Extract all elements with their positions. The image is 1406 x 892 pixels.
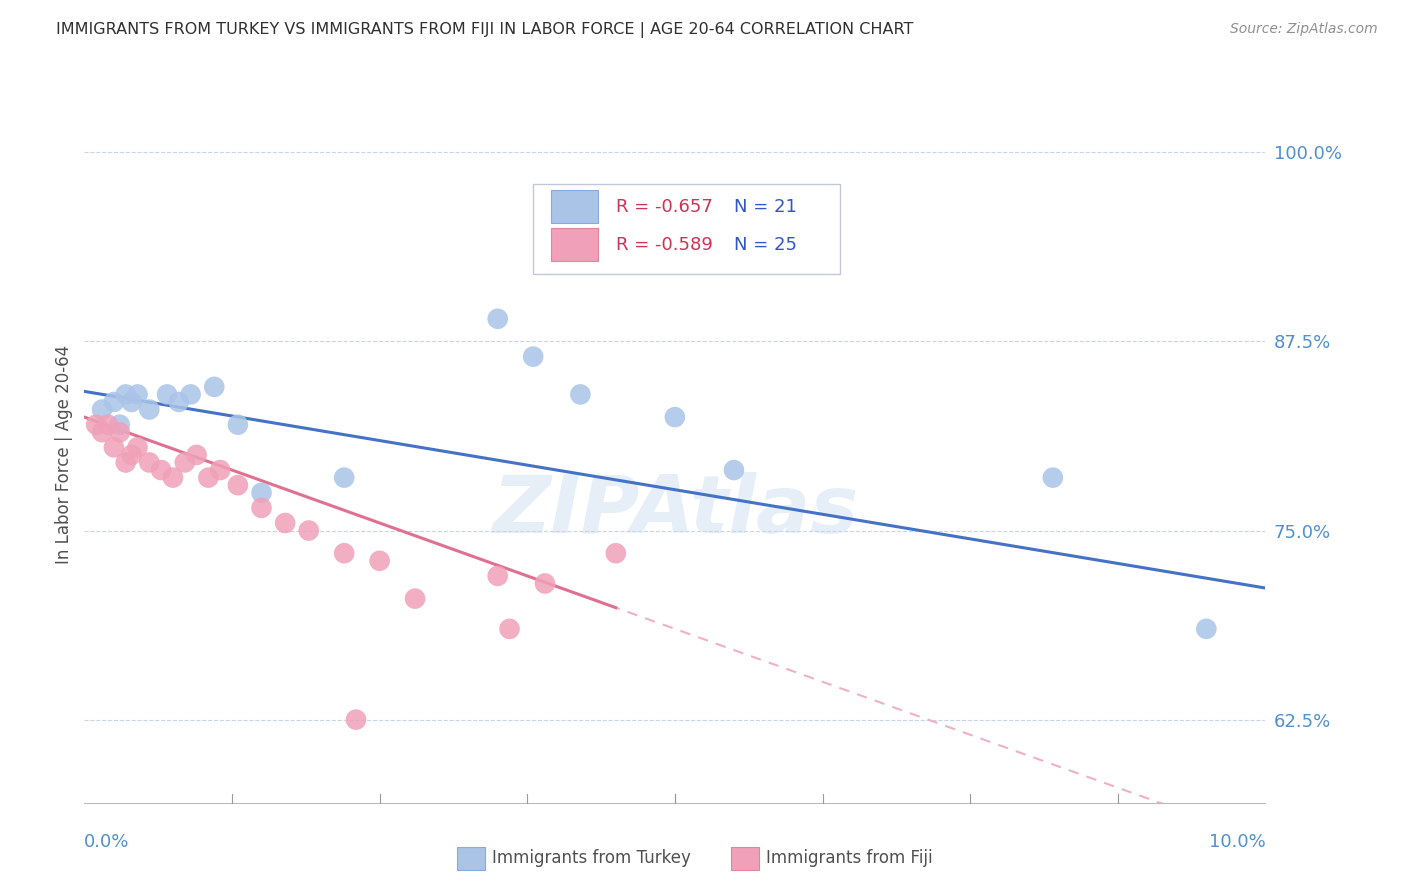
Point bbox=[486, 569, 509, 583]
Text: Source: ZipAtlas.com: Source: ZipAtlas.com bbox=[1230, 22, 1378, 37]
Point bbox=[127, 441, 149, 455]
Point bbox=[209, 463, 232, 477]
Point bbox=[486, 311, 509, 326]
Point bbox=[114, 455, 136, 469]
Point bbox=[344, 713, 367, 727]
Point bbox=[91, 402, 114, 417]
Point bbox=[368, 554, 391, 568]
Point bbox=[186, 448, 208, 462]
Point bbox=[121, 395, 143, 409]
Point bbox=[298, 524, 321, 538]
Point bbox=[226, 417, 249, 432]
Point bbox=[97, 417, 120, 432]
Point bbox=[498, 622, 520, 636]
Point bbox=[173, 455, 195, 469]
Text: Immigrants from Turkey: Immigrants from Turkey bbox=[492, 849, 690, 867]
Point bbox=[605, 546, 627, 560]
Point bbox=[84, 417, 107, 432]
Point bbox=[108, 425, 131, 440]
Text: ZIPAtlas: ZIPAtlas bbox=[492, 472, 858, 549]
Point bbox=[156, 387, 179, 401]
Point bbox=[333, 470, 356, 484]
Text: R = -0.657: R = -0.657 bbox=[616, 197, 713, 216]
Point bbox=[108, 417, 131, 432]
FancyBboxPatch shape bbox=[533, 184, 841, 274]
Point bbox=[127, 387, 149, 401]
Point bbox=[167, 395, 190, 409]
Point bbox=[333, 546, 356, 560]
Point bbox=[91, 425, 114, 440]
Text: Immigrants from Fiji: Immigrants from Fiji bbox=[766, 849, 934, 867]
Point bbox=[569, 387, 592, 401]
Point bbox=[150, 463, 173, 477]
Y-axis label: In Labor Force | Age 20-64: In Labor Force | Age 20-64 bbox=[55, 345, 73, 565]
Point bbox=[1195, 622, 1218, 636]
Point bbox=[250, 500, 273, 515]
Point bbox=[664, 410, 686, 425]
Text: N = 25: N = 25 bbox=[734, 235, 797, 254]
Text: 10.0%: 10.0% bbox=[1209, 833, 1265, 851]
Point bbox=[226, 478, 249, 492]
FancyBboxPatch shape bbox=[551, 228, 598, 261]
Point bbox=[162, 470, 184, 484]
Point bbox=[138, 402, 160, 417]
Point bbox=[534, 576, 557, 591]
Point bbox=[522, 350, 544, 364]
Point bbox=[202, 380, 225, 394]
Point bbox=[1042, 470, 1064, 484]
Point bbox=[103, 395, 125, 409]
Text: N = 21: N = 21 bbox=[734, 197, 797, 216]
Point bbox=[180, 387, 202, 401]
Point bbox=[138, 455, 160, 469]
Point bbox=[250, 485, 273, 500]
Point bbox=[103, 441, 125, 455]
FancyBboxPatch shape bbox=[551, 190, 598, 223]
Text: IMMIGRANTS FROM TURKEY VS IMMIGRANTS FROM FIJI IN LABOR FORCE | AGE 20-64 CORREL: IMMIGRANTS FROM TURKEY VS IMMIGRANTS FRO… bbox=[56, 22, 914, 38]
Point bbox=[121, 448, 143, 462]
Text: 0.0%: 0.0% bbox=[84, 833, 129, 851]
Point bbox=[723, 463, 745, 477]
Text: R = -0.589: R = -0.589 bbox=[616, 235, 713, 254]
Point bbox=[114, 387, 136, 401]
Point bbox=[197, 470, 219, 484]
Point bbox=[274, 516, 297, 530]
Point bbox=[404, 591, 426, 606]
